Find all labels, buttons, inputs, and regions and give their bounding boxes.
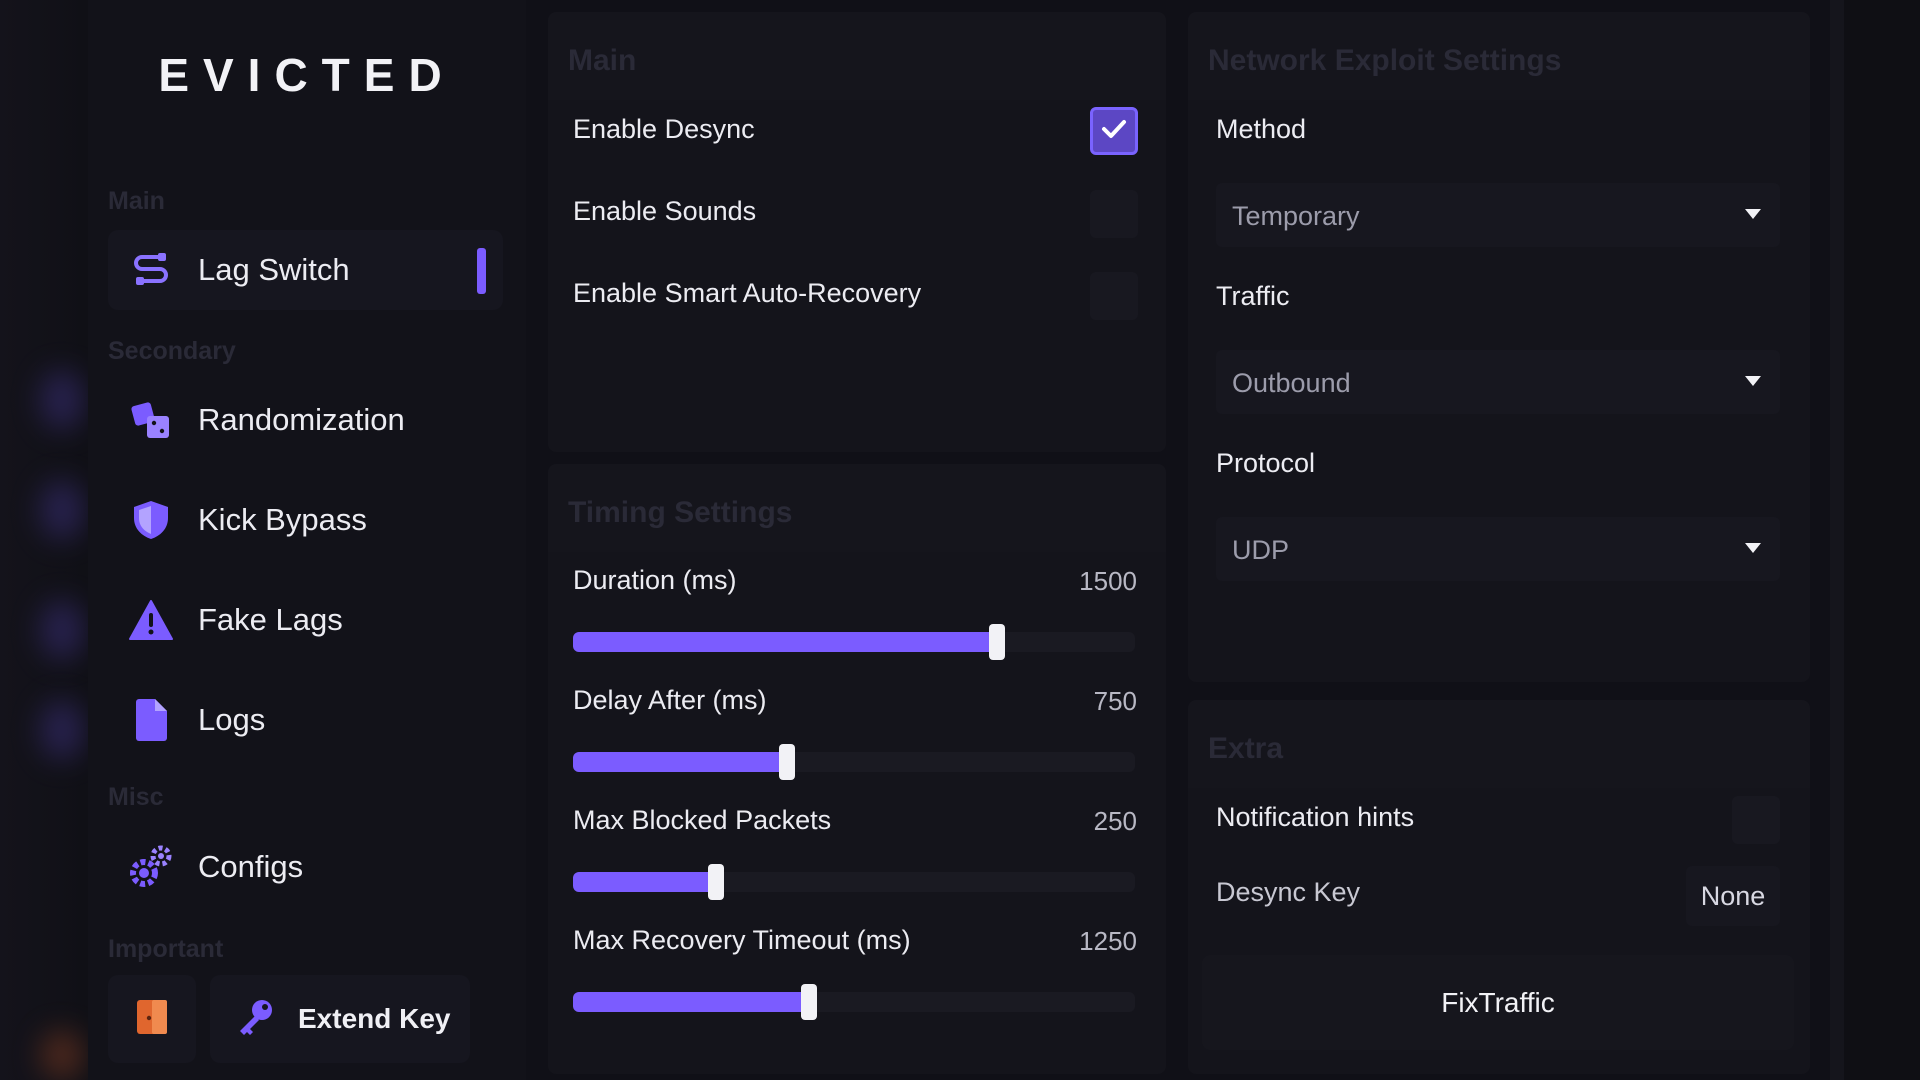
background-blur xyxy=(40,700,84,760)
slider-fill xyxy=(573,992,809,1012)
select-value: Temporary xyxy=(1232,201,1360,231)
sidebar-section-misc: Misc xyxy=(108,783,164,811)
slider-value-duration: 1500 xyxy=(1079,566,1137,596)
caret-down-icon xyxy=(1744,374,1762,393)
protocol-select[interactable]: UDP xyxy=(1216,517,1780,581)
slider-label-max-blocked-packets: Max Blocked Packets xyxy=(573,805,832,835)
slider-fill xyxy=(573,632,997,652)
slider-thumb[interactable] xyxy=(989,624,1005,660)
notification-hints-label: Notification hints xyxy=(1216,802,1415,832)
sidebar-item-randomization[interactable]: Randomization xyxy=(108,380,503,460)
exit-button[interactable] xyxy=(108,975,196,1063)
file-icon xyxy=(126,695,176,745)
main-panel: Main xyxy=(548,12,1166,452)
sidebar-item-label: Kick Bypass xyxy=(198,502,367,537)
panel-header xyxy=(548,464,1166,552)
background-blur xyxy=(40,370,84,430)
delay-after-slider[interactable] xyxy=(573,744,1135,780)
enable-desync-checkbox[interactable] xyxy=(1090,107,1138,155)
enable-auto-recovery-checkbox[interactable] xyxy=(1090,272,1138,320)
caret-down-icon xyxy=(1744,541,1762,560)
background-left xyxy=(0,0,88,1080)
shield-icon xyxy=(126,495,176,545)
panel-title: Network Exploit Settings xyxy=(1208,44,1562,77)
sidebar-item-fake-lags[interactable]: Fake Lags xyxy=(108,580,503,660)
sidebar-item-kick-bypass[interactable]: Kick Bypass xyxy=(108,480,503,560)
caret-down-icon xyxy=(1744,207,1762,226)
method-select[interactable]: Temporary xyxy=(1216,183,1780,247)
toggle-label-auto-recovery: Enable Smart Auto-Recovery xyxy=(573,278,922,308)
slider-value-max-blocked-packets: 250 xyxy=(1093,806,1137,836)
cable-icon xyxy=(126,245,176,295)
background-right xyxy=(1830,0,1920,1080)
desync-key-label: Desync Key xyxy=(1216,877,1361,907)
sidebar-item-label: Configs xyxy=(198,849,304,884)
sidebar-item-label: Logs xyxy=(198,702,266,737)
toggle-label-sounds: Enable Sounds xyxy=(573,196,757,226)
app-logo: EVICTED xyxy=(158,49,456,101)
slider-thumb[interactable] xyxy=(801,984,817,1020)
method-label: Method xyxy=(1216,114,1307,144)
slider-thumb[interactable] xyxy=(708,864,724,900)
max-recovery-timeout-slider[interactable] xyxy=(573,984,1135,1020)
sidebar-item-lag-switch[interactable]: Lag Switch xyxy=(108,230,503,310)
sidebar-section-secondary: Secondary xyxy=(108,337,236,365)
active-indicator xyxy=(477,248,486,294)
slider-value-max-recovery-timeout: 1250 xyxy=(1079,926,1137,956)
slider-fill xyxy=(573,872,716,892)
slider-value-delay-after: 750 xyxy=(1093,686,1137,716)
door-exit-icon xyxy=(135,998,169,1041)
background-blur xyxy=(40,480,84,540)
sidebar-item-label: Randomization xyxy=(198,402,405,437)
extend-key-button[interactable]: Extend Key xyxy=(210,975,470,1063)
sidebar-item-label: Lag Switch xyxy=(198,252,350,287)
extend-key-label: Extend Key xyxy=(298,1003,451,1034)
network-exploit-panel: Network Exploit Settings xyxy=(1188,12,1810,682)
panel-title: Main xyxy=(568,44,637,77)
duration-slider[interactable] xyxy=(573,624,1135,660)
background-right-edge xyxy=(1830,0,1844,1080)
sidebar-item-logs[interactable]: Logs xyxy=(108,680,503,760)
sidebar-item-configs[interactable]: Configs xyxy=(108,827,503,907)
notification-hints-checkbox[interactable] xyxy=(1732,796,1780,844)
desync-key-button[interactable]: None xyxy=(1686,866,1780,926)
fix-traffic-button[interactable]: FixTraffic xyxy=(1202,955,1794,1050)
panel-title: Extra xyxy=(1208,732,1284,765)
sidebar-item-label: Fake Lags xyxy=(198,602,343,637)
max-blocked-packets-slider[interactable] xyxy=(573,864,1135,900)
panel-header xyxy=(548,12,1166,100)
panel-title: Timing Settings xyxy=(568,496,793,529)
background-blur xyxy=(40,600,84,660)
select-value: Outbound xyxy=(1232,368,1351,398)
toggle-label-desync: Enable Desync xyxy=(573,114,755,144)
dice-icon xyxy=(126,395,176,445)
slider-fill xyxy=(573,752,787,772)
traffic-select[interactable]: Outbound xyxy=(1216,350,1780,414)
warning-icon xyxy=(126,595,176,645)
slider-label-delay-after: Delay After (ms) xyxy=(573,685,767,715)
background-blur xyxy=(40,1030,84,1080)
slider-thumb[interactable] xyxy=(779,744,795,780)
slider-label-max-recovery-timeout: Max Recovery Timeout (ms) xyxy=(573,925,911,955)
key-icon xyxy=(236,997,276,1042)
select-value: UDP xyxy=(1232,535,1290,565)
protocol-label: Protocol xyxy=(1216,448,1316,478)
sidebar-section-important: Important xyxy=(108,935,224,963)
traffic-label: Traffic xyxy=(1216,281,1290,311)
enable-sounds-checkbox[interactable] xyxy=(1090,190,1138,238)
sidebar xyxy=(88,0,526,1080)
panel-header xyxy=(1188,700,1810,788)
panel-header xyxy=(1188,12,1810,100)
gears-icon xyxy=(126,842,176,892)
sidebar-section-main: Main xyxy=(108,187,165,215)
slider-label-duration: Duration (ms) xyxy=(573,565,737,595)
checkmark-icon xyxy=(1101,118,1127,145)
